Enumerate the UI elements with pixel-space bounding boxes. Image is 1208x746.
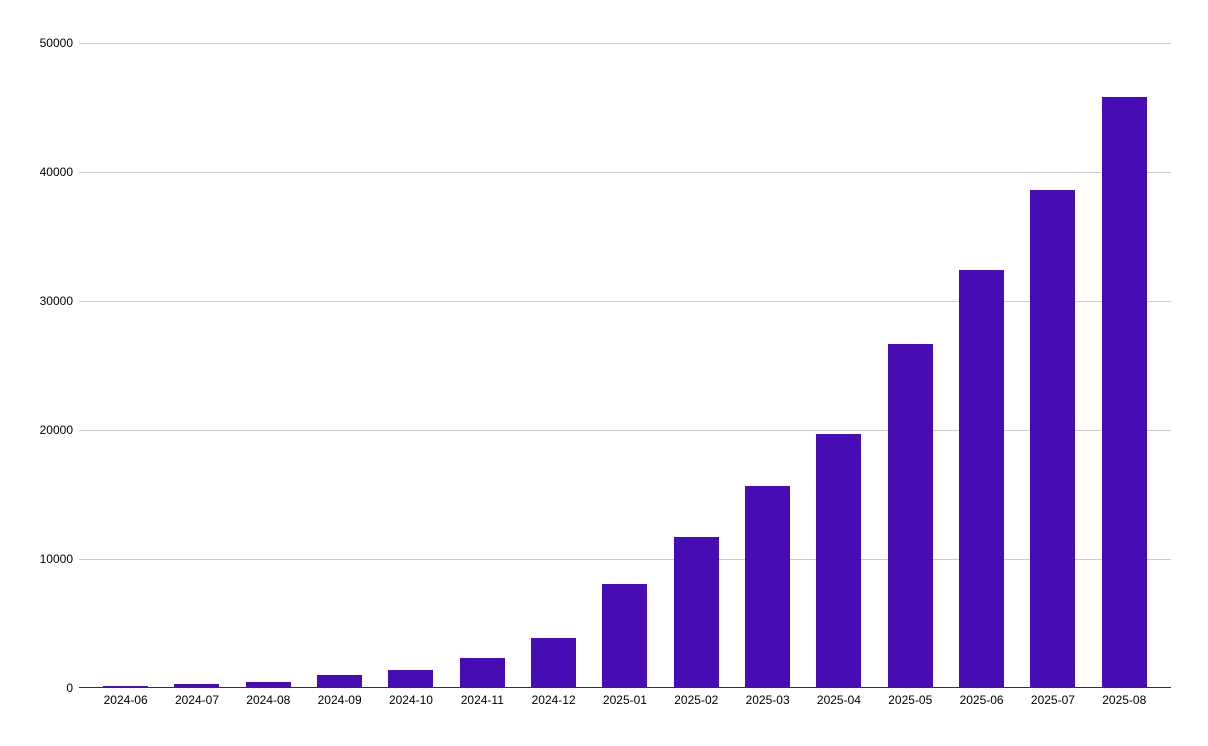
bar-band-2025-04: 2025-04 xyxy=(803,43,874,706)
bar-band-2025-06: 2025-06 xyxy=(946,43,1017,706)
bar-2024-10 xyxy=(388,670,434,687)
gridline-10000 xyxy=(79,558,1171,560)
gridline-20000 xyxy=(79,429,1171,431)
bar-band-2025-01: 2025-01 xyxy=(589,43,660,706)
bar-band-2024-08: 2024-08 xyxy=(233,43,304,706)
bar-2024-07 xyxy=(174,684,220,687)
y-axis-tick-label: 20000 xyxy=(39,423,73,437)
bar-2025-06 xyxy=(959,269,1005,687)
x-axis-tick-label: 2025-05 xyxy=(888,693,933,707)
bar-band-2024-06: 2024-06 xyxy=(90,43,161,706)
bar-2025-01 xyxy=(602,583,648,687)
bar-band-2024-10: 2024-10 xyxy=(375,43,446,706)
bar-band-2024-07: 2024-07 xyxy=(161,43,232,706)
bar-band-2024-12: 2024-12 xyxy=(518,43,589,706)
bar-2025-04 xyxy=(816,433,862,687)
bar-series: 2024-06 2024-07 2024-08 2024-09 2024-10 2024-… xyxy=(90,43,1160,706)
bar-band-2025-07: 2025-07 xyxy=(1017,43,1088,706)
bar-2025-07 xyxy=(1030,189,1076,687)
x-axis-tick-label: 2024-07 xyxy=(174,693,220,707)
y-axis-tick-label: 10000 xyxy=(39,552,73,566)
x-axis-tick-label: 2025-01 xyxy=(602,693,647,707)
x-axis-tick-label: 2024-10 xyxy=(388,693,433,707)
x-axis-tick-label: 2025-02 xyxy=(674,693,719,707)
y-axis-tick-label: 40000 xyxy=(39,165,73,179)
x-axis-tick-label: 2025-06 xyxy=(959,693,1004,707)
gridline-40000 xyxy=(79,171,1171,173)
bar-band-2025-02: 2025-02 xyxy=(661,43,732,706)
x-axis-tick-label: 2024-11 xyxy=(460,693,504,707)
y-axis-tick-label: 0 xyxy=(66,681,73,695)
gridline-30000 xyxy=(79,300,1171,302)
bar-2024-11 xyxy=(459,657,505,687)
y-axis-tick-label: 30000 xyxy=(39,294,73,308)
bar-band-2025-03: 2025-03 xyxy=(732,43,803,706)
x-axis-line xyxy=(79,687,1171,688)
gridline-50000 xyxy=(79,42,1171,44)
bar-2024-06 xyxy=(103,686,149,687)
bar-band-2025-05: 2025-05 xyxy=(875,43,946,706)
bar-2024-12 xyxy=(531,637,577,687)
plot-area: 0 10000 20000 30000 40000 50000 2024-06 2024-07… xyxy=(40,37,1171,706)
bar-2024-08 xyxy=(245,681,291,687)
x-axis-tick-label: 2025-03 xyxy=(745,693,790,707)
bar-2025-08 xyxy=(1101,97,1147,687)
x-axis-tick-label: 2024-08 xyxy=(246,693,291,707)
x-axis-tick-label: 2025-08 xyxy=(1102,693,1147,707)
bar-2025-02 xyxy=(673,536,719,687)
x-axis-tick-label: 2025-04 xyxy=(816,693,861,707)
bar-band-2024-09: 2024-09 xyxy=(304,43,375,706)
bar-2024-09 xyxy=(317,675,363,687)
x-axis-tick-label: 2024-06 xyxy=(103,693,148,707)
bar-band-2024-11: 2024-11 xyxy=(447,43,518,706)
x-axis-tick-label: 2024-12 xyxy=(531,693,576,707)
bar-2025-05 xyxy=(887,343,933,687)
x-axis-tick-label: 2025-07 xyxy=(1030,693,1075,707)
x-axis-tick-label: 2024-09 xyxy=(317,693,362,707)
bar-2025-03 xyxy=(745,486,791,687)
y-axis-tick-label: 50000 xyxy=(39,36,73,50)
bar-band-2025-08: 2025-08 xyxy=(1089,43,1160,706)
